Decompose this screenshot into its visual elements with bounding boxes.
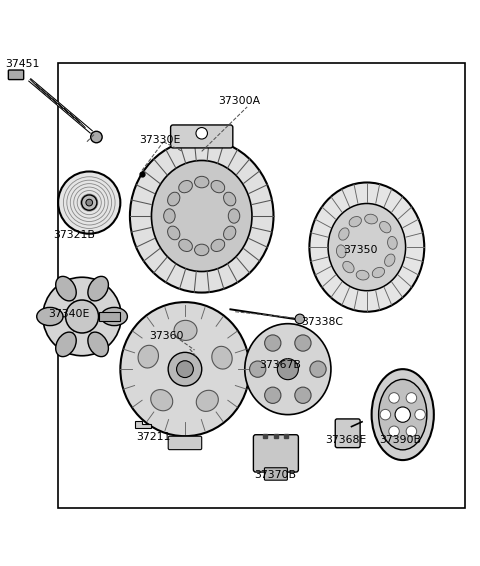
Ellipse shape xyxy=(349,217,361,227)
Ellipse shape xyxy=(372,369,434,460)
Circle shape xyxy=(406,426,417,436)
Ellipse shape xyxy=(339,228,349,240)
Circle shape xyxy=(250,361,266,378)
Text: 37367B: 37367B xyxy=(259,360,301,370)
Text: 37338C: 37338C xyxy=(301,316,343,327)
Ellipse shape xyxy=(387,237,397,249)
FancyBboxPatch shape xyxy=(8,70,24,80)
Ellipse shape xyxy=(224,226,236,240)
Circle shape xyxy=(277,359,299,380)
Circle shape xyxy=(177,361,193,378)
Ellipse shape xyxy=(343,261,354,273)
FancyBboxPatch shape xyxy=(170,125,233,148)
Circle shape xyxy=(295,335,311,351)
Ellipse shape xyxy=(380,221,391,233)
Ellipse shape xyxy=(120,302,250,436)
Circle shape xyxy=(168,353,202,386)
Text: 37390B: 37390B xyxy=(379,435,421,445)
FancyBboxPatch shape xyxy=(253,435,299,472)
Ellipse shape xyxy=(211,181,225,193)
Circle shape xyxy=(395,407,410,422)
Ellipse shape xyxy=(130,139,274,293)
Ellipse shape xyxy=(356,271,369,280)
Ellipse shape xyxy=(88,332,108,357)
Ellipse shape xyxy=(384,254,395,267)
Circle shape xyxy=(43,277,121,356)
Circle shape xyxy=(196,127,207,139)
Text: 37211: 37211 xyxy=(136,431,170,441)
Ellipse shape xyxy=(56,332,76,357)
Ellipse shape xyxy=(245,324,331,415)
Ellipse shape xyxy=(151,389,173,411)
Text: 37350: 37350 xyxy=(343,245,377,255)
Text: 37370B: 37370B xyxy=(254,470,296,481)
Ellipse shape xyxy=(196,391,218,411)
Ellipse shape xyxy=(36,307,63,325)
Bar xyxy=(58,63,465,508)
Ellipse shape xyxy=(179,239,192,251)
Ellipse shape xyxy=(56,276,76,301)
Text: 37340E: 37340E xyxy=(48,310,90,319)
Ellipse shape xyxy=(168,226,180,240)
Ellipse shape xyxy=(228,209,240,223)
Text: 37321B: 37321B xyxy=(53,230,95,241)
Ellipse shape xyxy=(212,346,232,369)
FancyBboxPatch shape xyxy=(168,436,202,449)
Circle shape xyxy=(406,393,417,403)
Text: 37330E: 37330E xyxy=(140,135,181,145)
Circle shape xyxy=(380,409,391,420)
Bar xyxy=(98,312,120,321)
Ellipse shape xyxy=(336,245,346,258)
FancyBboxPatch shape xyxy=(264,468,288,480)
Text: 37300A: 37300A xyxy=(218,96,261,106)
Text: 37368E: 37368E xyxy=(325,435,366,445)
Ellipse shape xyxy=(152,161,252,272)
Circle shape xyxy=(389,393,399,403)
Circle shape xyxy=(58,171,120,234)
Text: 37451: 37451 xyxy=(5,59,40,68)
Ellipse shape xyxy=(88,276,108,301)
Ellipse shape xyxy=(224,192,236,206)
Ellipse shape xyxy=(138,345,158,368)
Circle shape xyxy=(295,387,311,404)
Ellipse shape xyxy=(194,177,209,188)
Ellipse shape xyxy=(174,320,197,340)
Ellipse shape xyxy=(179,181,192,193)
Circle shape xyxy=(264,335,281,351)
Polygon shape xyxy=(135,421,152,428)
Ellipse shape xyxy=(164,209,175,223)
Circle shape xyxy=(86,199,93,206)
Circle shape xyxy=(82,195,97,210)
Ellipse shape xyxy=(211,239,225,251)
Text: 37360: 37360 xyxy=(149,331,183,341)
Circle shape xyxy=(389,426,399,436)
Circle shape xyxy=(91,131,102,143)
Ellipse shape xyxy=(310,182,424,312)
Ellipse shape xyxy=(379,379,427,450)
FancyBboxPatch shape xyxy=(335,419,360,448)
Ellipse shape xyxy=(365,214,377,224)
Circle shape xyxy=(415,409,425,420)
Circle shape xyxy=(295,314,305,324)
Circle shape xyxy=(310,361,326,378)
Circle shape xyxy=(66,300,98,333)
Ellipse shape xyxy=(372,267,384,278)
Ellipse shape xyxy=(328,204,406,291)
Ellipse shape xyxy=(101,307,127,325)
Circle shape xyxy=(264,387,281,404)
Ellipse shape xyxy=(194,244,209,256)
Ellipse shape xyxy=(168,192,180,206)
